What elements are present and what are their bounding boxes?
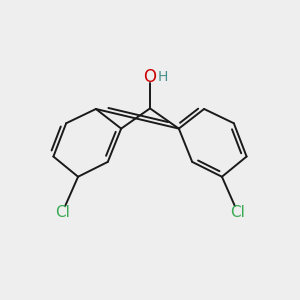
Text: O: O bbox=[143, 68, 157, 86]
Text: Cl: Cl bbox=[55, 205, 70, 220]
Text: H: H bbox=[157, 70, 167, 84]
Text: Cl: Cl bbox=[230, 205, 245, 220]
